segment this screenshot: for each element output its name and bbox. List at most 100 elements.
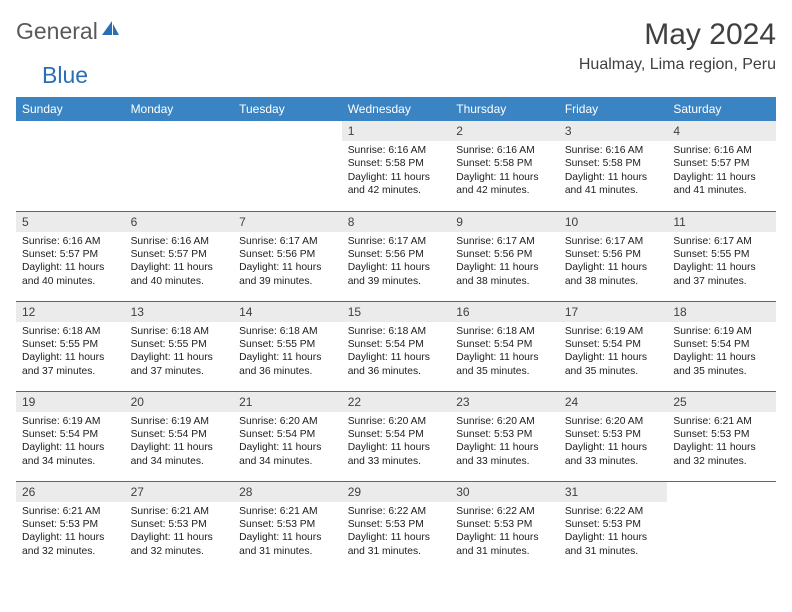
day-content: Sunrise: 6:18 AMSunset: 5:54 PMDaylight:… <box>450 322 559 385</box>
calendar-cell: 14Sunrise: 6:18 AMSunset: 5:55 PMDayligh… <box>233 301 342 391</box>
calendar-cell: 8Sunrise: 6:17 AMSunset: 5:56 PMDaylight… <box>342 211 451 301</box>
logo-text-blue: Blue <box>42 62 88 88</box>
day-number: 19 <box>16 392 125 412</box>
calendar-cell: 18Sunrise: 6:19 AMSunset: 5:54 PMDayligh… <box>667 301 776 391</box>
day-content: Sunrise: 6:17 AMSunset: 5:56 PMDaylight:… <box>450 232 559 295</box>
calendar-cell: 9Sunrise: 6:17 AMSunset: 5:56 PMDaylight… <box>450 211 559 301</box>
day-content: Sunrise: 6:16 AMSunset: 5:58 PMDaylight:… <box>450 141 559 204</box>
day-number: 31 <box>559 482 668 502</box>
day-header: Thursday <box>450 97 559 121</box>
day-content: Sunrise: 6:19 AMSunset: 5:54 PMDaylight:… <box>559 322 668 385</box>
calendar-cell: 15Sunrise: 6:18 AMSunset: 5:54 PMDayligh… <box>342 301 451 391</box>
calendar-body: 1Sunrise: 6:16 AMSunset: 5:58 PMDaylight… <box>16 121 776 571</box>
day-header: Monday <box>125 97 234 121</box>
day-number: 24 <box>559 392 668 412</box>
day-content: Sunrise: 6:18 AMSunset: 5:55 PMDaylight:… <box>16 322 125 385</box>
day-header: Friday <box>559 97 668 121</box>
day-number: 18 <box>667 302 776 322</box>
logo-text-general: General <box>16 18 98 45</box>
day-content: Sunrise: 6:21 AMSunset: 5:53 PMDaylight:… <box>233 502 342 565</box>
day-content: Sunrise: 6:17 AMSunset: 5:55 PMDaylight:… <box>667 232 776 295</box>
calendar-row: 1Sunrise: 6:16 AMSunset: 5:58 PMDaylight… <box>16 121 776 211</box>
logo: General <box>16 18 123 45</box>
day-content: Sunrise: 6:16 AMSunset: 5:58 PMDaylight:… <box>342 141 451 204</box>
calendar-cell: 7Sunrise: 6:17 AMSunset: 5:56 PMDaylight… <box>233 211 342 301</box>
calendar-row: 5Sunrise: 6:16 AMSunset: 5:57 PMDaylight… <box>16 211 776 301</box>
day-content: Sunrise: 6:19 AMSunset: 5:54 PMDaylight:… <box>16 412 125 475</box>
calendar-cell: 19Sunrise: 6:19 AMSunset: 5:54 PMDayligh… <box>16 391 125 481</box>
day-number: 5 <box>16 212 125 232</box>
day-content: Sunrise: 6:17 AMSunset: 5:56 PMDaylight:… <box>233 232 342 295</box>
day-content: Sunrise: 6:19 AMSunset: 5:54 PMDaylight:… <box>125 412 234 475</box>
day-number: 29 <box>342 482 451 502</box>
day-content: Sunrise: 6:18 AMSunset: 5:54 PMDaylight:… <box>342 322 451 385</box>
calendar-cell: 22Sunrise: 6:20 AMSunset: 5:54 PMDayligh… <box>342 391 451 481</box>
calendar-row: 12Sunrise: 6:18 AMSunset: 5:55 PMDayligh… <box>16 301 776 391</box>
calendar-head: SundayMondayTuesdayWednesdayThursdayFrid… <box>16 97 776 121</box>
day-content: Sunrise: 6:22 AMSunset: 5:53 PMDaylight:… <box>342 502 451 565</box>
day-number: 26 <box>16 482 125 502</box>
day-header: Saturday <box>667 97 776 121</box>
day-number: 3 <box>559 121 668 141</box>
day-content: Sunrise: 6:17 AMSunset: 5:56 PMDaylight:… <box>559 232 668 295</box>
calendar-cell <box>233 121 342 211</box>
day-content: Sunrise: 6:21 AMSunset: 5:53 PMDaylight:… <box>667 412 776 475</box>
day-content: Sunrise: 6:22 AMSunset: 5:53 PMDaylight:… <box>559 502 668 565</box>
calendar-cell: 26Sunrise: 6:21 AMSunset: 5:53 PMDayligh… <box>16 481 125 571</box>
calendar-cell <box>16 121 125 211</box>
calendar-cell: 2Sunrise: 6:16 AMSunset: 5:58 PMDaylight… <box>450 121 559 211</box>
day-number: 22 <box>342 392 451 412</box>
calendar-cell: 20Sunrise: 6:19 AMSunset: 5:54 PMDayligh… <box>125 391 234 481</box>
day-number: 12 <box>16 302 125 322</box>
calendar-cell: 6Sunrise: 6:16 AMSunset: 5:57 PMDaylight… <box>125 211 234 301</box>
day-content: Sunrise: 6:16 AMSunset: 5:58 PMDaylight:… <box>559 141 668 204</box>
calendar-row: 19Sunrise: 6:19 AMSunset: 5:54 PMDayligh… <box>16 391 776 481</box>
calendar-cell: 16Sunrise: 6:18 AMSunset: 5:54 PMDayligh… <box>450 301 559 391</box>
calendar-cell: 4Sunrise: 6:16 AMSunset: 5:57 PMDaylight… <box>667 121 776 211</box>
calendar-cell: 10Sunrise: 6:17 AMSunset: 5:56 PMDayligh… <box>559 211 668 301</box>
day-number: 13 <box>125 302 234 322</box>
day-content: Sunrise: 6:16 AMSunset: 5:57 PMDaylight:… <box>16 232 125 295</box>
calendar-cell: 23Sunrise: 6:20 AMSunset: 5:53 PMDayligh… <box>450 391 559 481</box>
day-number: 21 <box>233 392 342 412</box>
calendar-cell: 1Sunrise: 6:16 AMSunset: 5:58 PMDaylight… <box>342 121 451 211</box>
calendar-table: SundayMondayTuesdayWednesdayThursdayFrid… <box>16 97 776 571</box>
calendar-row: 26Sunrise: 6:21 AMSunset: 5:53 PMDayligh… <box>16 481 776 571</box>
day-number: 16 <box>450 302 559 322</box>
calendar-cell: 27Sunrise: 6:21 AMSunset: 5:53 PMDayligh… <box>125 481 234 571</box>
day-number: 9 <box>450 212 559 232</box>
day-content: Sunrise: 6:21 AMSunset: 5:53 PMDaylight:… <box>125 502 234 565</box>
calendar-cell: 11Sunrise: 6:17 AMSunset: 5:55 PMDayligh… <box>667 211 776 301</box>
day-content: Sunrise: 6:16 AMSunset: 5:57 PMDaylight:… <box>125 232 234 295</box>
day-number: 28 <box>233 482 342 502</box>
day-number: 4 <box>667 121 776 141</box>
day-content: Sunrise: 6:20 AMSunset: 5:53 PMDaylight:… <box>450 412 559 475</box>
calendar-cell: 30Sunrise: 6:22 AMSunset: 5:53 PMDayligh… <box>450 481 559 571</box>
day-content: Sunrise: 6:20 AMSunset: 5:54 PMDaylight:… <box>233 412 342 475</box>
day-number: 30 <box>450 482 559 502</box>
day-header: Sunday <box>16 97 125 121</box>
day-number: 27 <box>125 482 234 502</box>
calendar-cell: 29Sunrise: 6:22 AMSunset: 5:53 PMDayligh… <box>342 481 451 571</box>
calendar-cell <box>667 481 776 571</box>
day-number: 10 <box>559 212 668 232</box>
day-number: 2 <box>450 121 559 141</box>
calendar-cell: 13Sunrise: 6:18 AMSunset: 5:55 PMDayligh… <box>125 301 234 391</box>
calendar-cell: 31Sunrise: 6:22 AMSunset: 5:53 PMDayligh… <box>559 481 668 571</box>
day-content: Sunrise: 6:16 AMSunset: 5:57 PMDaylight:… <box>667 141 776 204</box>
calendar-cell: 12Sunrise: 6:18 AMSunset: 5:55 PMDayligh… <box>16 301 125 391</box>
sail-icon <box>101 20 121 43</box>
day-number: 6 <box>125 212 234 232</box>
month-title: May 2024 <box>579 18 776 52</box>
calendar-cell: 24Sunrise: 6:20 AMSunset: 5:53 PMDayligh… <box>559 391 668 481</box>
day-number: 23 <box>450 392 559 412</box>
day-number: 25 <box>667 392 776 412</box>
day-number: 15 <box>342 302 451 322</box>
day-number: 7 <box>233 212 342 232</box>
day-number: 1 <box>342 121 451 141</box>
calendar-cell: 25Sunrise: 6:21 AMSunset: 5:53 PMDayligh… <box>667 391 776 481</box>
calendar-cell: 17Sunrise: 6:19 AMSunset: 5:54 PMDayligh… <box>559 301 668 391</box>
calendar-cell <box>125 121 234 211</box>
day-number: 20 <box>125 392 234 412</box>
day-number: 8 <box>342 212 451 232</box>
